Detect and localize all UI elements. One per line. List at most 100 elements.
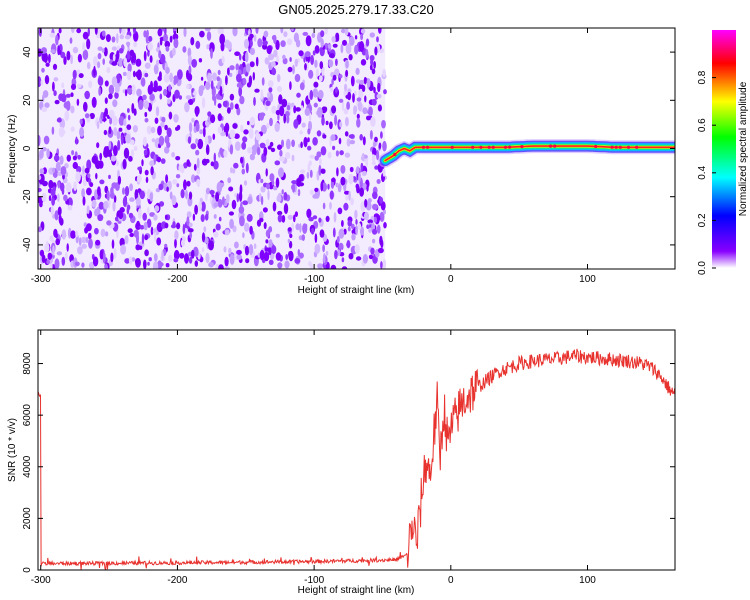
noise-speckle [362, 170, 367, 176]
noise-speckle [318, 164, 322, 176]
noise-speckle [179, 252, 185, 259]
noise-speckle [325, 215, 330, 222]
noise-speckle [332, 74, 337, 81]
noise-speckle [190, 143, 197, 150]
noise-speckle [171, 195, 177, 206]
noise-speckle [166, 186, 169, 192]
spectrogram-noise-region [38, 28, 387, 269]
noise-speckle [116, 160, 119, 167]
noise-speckle [314, 59, 318, 68]
noise-speckle [228, 211, 234, 216]
noise-speckle [355, 256, 362, 261]
noise-speckle [144, 72, 149, 78]
noise-speckle [243, 222, 250, 232]
noise-speckle [343, 107, 349, 115]
noise-speckle [217, 113, 222, 122]
noise-speckle [71, 28, 75, 34]
noise-speckle [102, 58, 105, 65]
noise-speckle [354, 209, 358, 220]
noise-speckle [307, 137, 310, 143]
noise-speckle [94, 189, 98, 201]
noise-speckle [54, 210, 59, 221]
noise-speckle [308, 160, 312, 167]
noise-speckle [95, 172, 98, 180]
noise-speckle [105, 34, 111, 43]
noise-speckle [155, 188, 161, 193]
noise-speckle [217, 69, 221, 76]
noise-speckle [135, 197, 141, 206]
noise-speckle [321, 67, 325, 77]
noise-speckle [197, 138, 204, 150]
noise-speckle [260, 89, 264, 100]
noise-speckle [265, 168, 268, 177]
noise-speckle [343, 202, 349, 211]
noise-speckle [271, 61, 276, 68]
signal-track-peak [610, 145, 614, 149]
noise-speckle [126, 50, 131, 60]
noise-speckle [376, 224, 381, 234]
noise-speckle [229, 129, 236, 139]
noise-speckle [56, 117, 62, 123]
noise-speckle [377, 247, 384, 254]
noise-speckle [51, 126, 55, 135]
noise-speckle [223, 150, 228, 158]
noise-speckle [99, 249, 104, 260]
noise-speckle [225, 75, 228, 86]
signal-track-peak [426, 145, 430, 149]
noise-speckle [111, 76, 118, 87]
noise-speckle [93, 56, 98, 67]
noise-speckle [190, 249, 195, 259]
noise-speckle [294, 258, 301, 264]
noise-speckle [142, 94, 147, 101]
noise-speckle [359, 187, 364, 197]
noise-speckle [369, 130, 373, 140]
noise-speckle [213, 231, 219, 238]
noise-speckle [259, 142, 266, 149]
noise-speckle [62, 174, 65, 180]
signal-track-peak [626, 145, 631, 149]
noise-speckle [118, 127, 123, 132]
noise-speckle [307, 145, 312, 151]
noise-speckle [373, 86, 376, 94]
noise-speckle [324, 28, 328, 35]
noise-speckle [291, 222, 295, 232]
noise-speckle [144, 117, 149, 123]
noise-speckle [320, 38, 324, 48]
noise-speckle [83, 222, 88, 228]
noise-speckle [266, 45, 272, 55]
noise-speckle [360, 59, 367, 66]
noise-speckle [144, 112, 148, 117]
noise-speckle [306, 208, 312, 219]
noise-speckle [111, 61, 118, 66]
noise-speckle [145, 176, 149, 183]
noise-speckle [361, 153, 365, 162]
signal-track-peak [549, 144, 553, 148]
noise-speckle [41, 180, 48, 187]
noise-speckle [112, 53, 116, 62]
noise-speckle [164, 124, 168, 131]
noise-speckle [97, 76, 104, 86]
signal-track-peak [503, 145, 508, 149]
noise-speckle [372, 238, 376, 244]
noise-speckle [61, 187, 65, 195]
noise-speckle [286, 38, 293, 46]
noise-speckle [376, 179, 381, 184]
noise-speckle [329, 190, 334, 200]
noise-speckle [239, 215, 245, 227]
noise-speckle [272, 185, 278, 191]
noise-speckle [57, 181, 61, 189]
noise-speckle [275, 39, 280, 51]
noise-speckle [108, 109, 115, 118]
noise-speckle [67, 197, 73, 208]
noise-speckle [271, 67, 277, 76]
noise-speckle [128, 256, 133, 265]
noise-speckle [263, 146, 268, 157]
noise-speckle [367, 198, 372, 203]
noise-speckle [382, 140, 387, 152]
noise-speckle [144, 249, 149, 257]
noise-speckle [182, 223, 186, 235]
signal-track-peak [594, 144, 598, 149]
noise-speckle [147, 42, 154, 51]
noise-speckle [119, 28, 122, 34]
